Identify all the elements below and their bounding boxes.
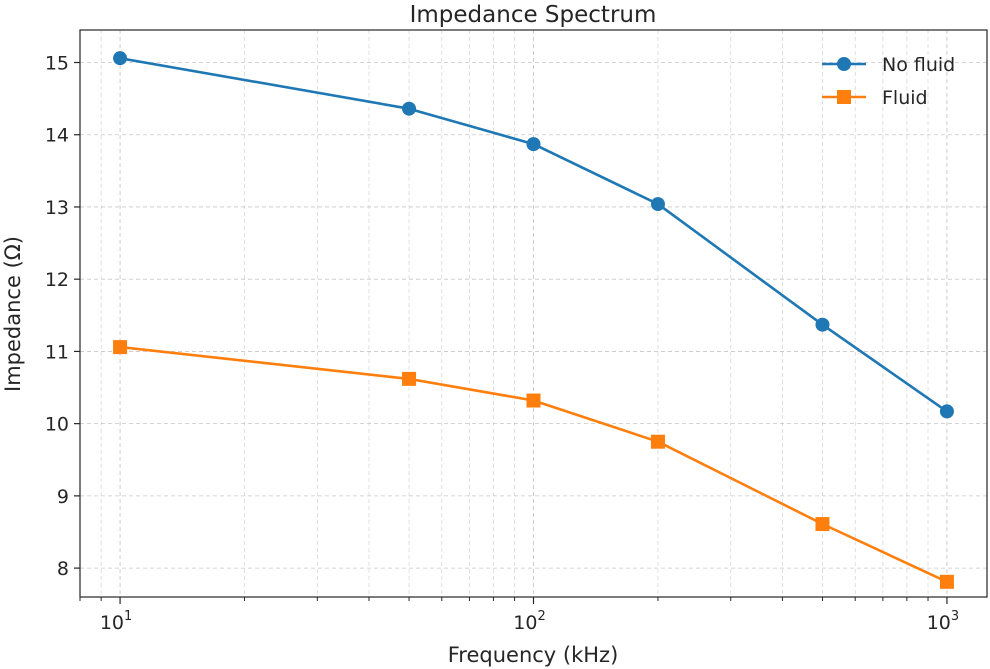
data-point <box>650 197 665 212</box>
grid <box>79 30 987 597</box>
series-layer <box>113 51 954 589</box>
data-point <box>113 51 128 66</box>
legend: No fluid Fluid <box>822 54 955 109</box>
x-tick-label: 101 <box>100 609 132 634</box>
axis-ticks: 8 9 10 11 12 13 14 15 101 102 103 <box>45 53 959 634</box>
x-tick-label: 103 <box>927 609 959 634</box>
data-point <box>650 434 665 449</box>
series-fluid <box>113 340 954 589</box>
data-point <box>815 517 830 532</box>
legend-marker-no-fluid <box>837 57 851 71</box>
data-point <box>939 574 954 589</box>
data-point <box>815 317 830 332</box>
y-tick-label: 12 <box>45 269 69 291</box>
y-tick-label: 15 <box>45 53 69 75</box>
y-tick-label: 13 <box>45 197 69 219</box>
data-point <box>526 137 541 152</box>
series-no-fluid <box>113 51 954 419</box>
series-line-no-fluid <box>119 56 948 413</box>
legend-label-no-fluid: No fluid <box>882 54 955 76</box>
data-point <box>113 340 128 355</box>
y-tick-label: 10 <box>45 414 69 436</box>
y-tick-label: 8 <box>57 558 69 580</box>
x-axis-label: Frequency (kHz) <box>448 643 619 667</box>
y-tick-label: 9 <box>57 486 69 508</box>
data-point <box>939 404 954 419</box>
data-point <box>402 101 417 116</box>
legend-marker-fluid <box>837 90 851 104</box>
data-point <box>402 371 417 386</box>
y-axis-label: Impedance (Ω) <box>1 236 25 392</box>
x-tick-label: 102 <box>513 609 545 634</box>
series-line-fluid <box>119 345 948 583</box>
y-tick-label: 14 <box>45 125 69 147</box>
legend-label-fluid: Fluid <box>882 87 928 109</box>
y-tick-label: 11 <box>45 341 69 363</box>
chart-title: Impedance Spectrum <box>410 2 657 28</box>
data-point <box>526 393 541 408</box>
